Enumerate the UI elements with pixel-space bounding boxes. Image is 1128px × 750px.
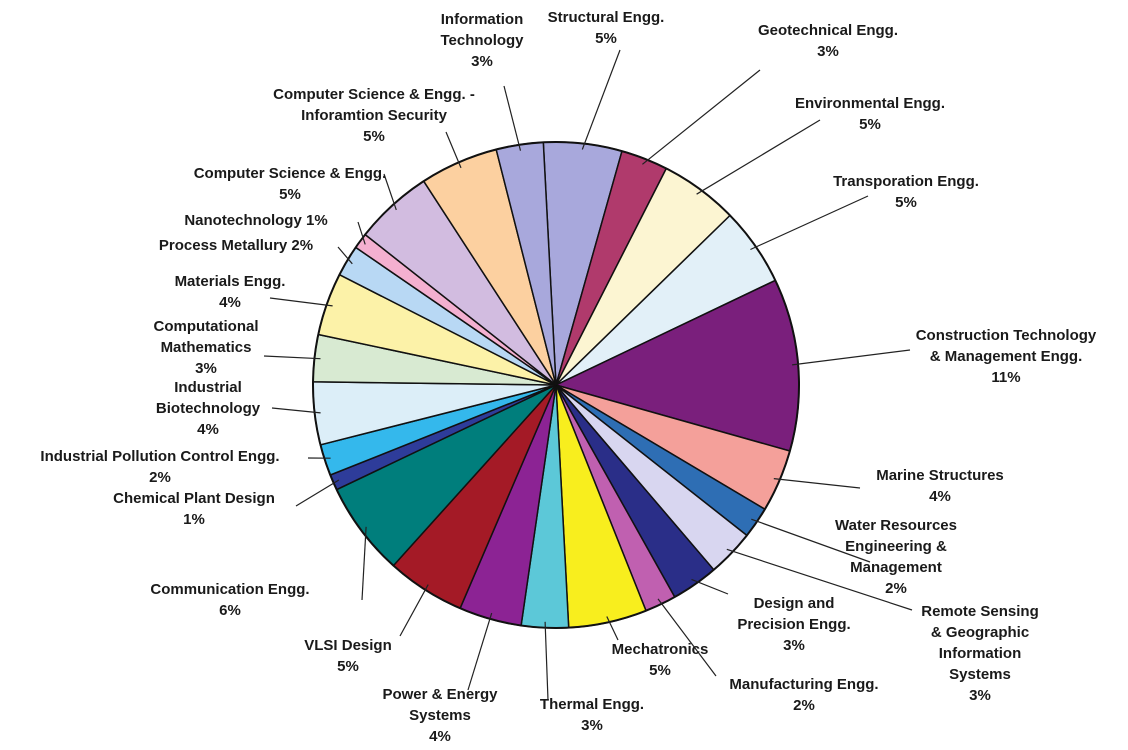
leader-line — [383, 173, 397, 211]
slice-label: Marine Structures 4% — [876, 467, 1004, 505]
leader-line — [750, 195, 869, 251]
leader-line — [337, 246, 353, 265]
slice-label: Nanotechnology 1% — [184, 212, 327, 229]
slice-labels: Structural Engg. 5% Geotechnical Engg. 3% En… — [40, 9, 1097, 745]
slice-label: Computer Science & Engg. 5% — [194, 165, 387, 203]
slice-label: Thermal Engg. 3% — [540, 696, 644, 734]
leader-line — [642, 69, 761, 165]
slice-label: Transporation Engg. 5% — [833, 173, 979, 211]
leader-line — [773, 478, 861, 489]
leader-line — [657, 598, 717, 677]
leader-lines — [263, 49, 913, 701]
leader-line — [263, 355, 321, 360]
slice-label: Construction Technology & Management Engg… — [916, 327, 1097, 386]
slice-label: Power & Energy Systems 4% — [382, 686, 498, 745]
slice-label: VLSI Design 5% — [304, 637, 392, 675]
slice-label: Mechatronics 5% — [612, 641, 709, 679]
leader-line — [751, 518, 871, 563]
leader-line — [445, 131, 462, 169]
slice-label: Process Metallury 2% — [159, 237, 313, 254]
leader-line — [606, 616, 619, 641]
slice-label: Geotechnical Engg. 3% — [758, 22, 898, 60]
leader-line — [696, 119, 821, 195]
slice-label: Structural Engg. 5% — [548, 9, 665, 47]
slice-label: Manufacturing Engg. 2% — [729, 676, 878, 714]
slice-label: Industrial Biotechnology 4% — [156, 379, 261, 438]
slice-label: Remote Sensing & Geographic Information Sys… — [921, 603, 1039, 704]
slice-label: Materials Engg. 4% — [175, 273, 286, 311]
leader-line — [269, 297, 333, 307]
leader-line — [295, 479, 340, 507]
leader-line — [467, 612, 493, 691]
leader-line — [726, 548, 913, 611]
leader-line — [271, 407, 321, 414]
slice-label: Chemical Plant Design 1% — [113, 490, 275, 528]
pie-slices — [312, 141, 800, 629]
slice-label: Industrial Pollution Control Engg. 2% — [40, 448, 279, 486]
slice-label: Information Technology 3% — [440, 11, 524, 70]
leader-line — [357, 221, 366, 245]
leader-line — [581, 49, 621, 150]
leader-line — [399, 584, 429, 637]
slice-label: Communication Engg. 6% — [150, 581, 309, 619]
slice-label: Environmental Engg. 5% — [795, 95, 945, 133]
slice-label: Computational Mathematics 3% — [154, 318, 259, 377]
slice-label: Design and Precision Engg. 3% — [737, 595, 850, 654]
leader-line — [361, 526, 367, 601]
leader-line — [792, 349, 911, 366]
leader-line — [691, 578, 729, 595]
slice-label: Computer Science & Engg. -Inforamtion Se… — [273, 86, 475, 145]
leader-line — [503, 85, 522, 151]
leader-line — [544, 621, 549, 701]
pie-outline — [312, 141, 800, 629]
slice-label: Water Resources Engineering & Management 2% — [835, 517, 957, 597]
